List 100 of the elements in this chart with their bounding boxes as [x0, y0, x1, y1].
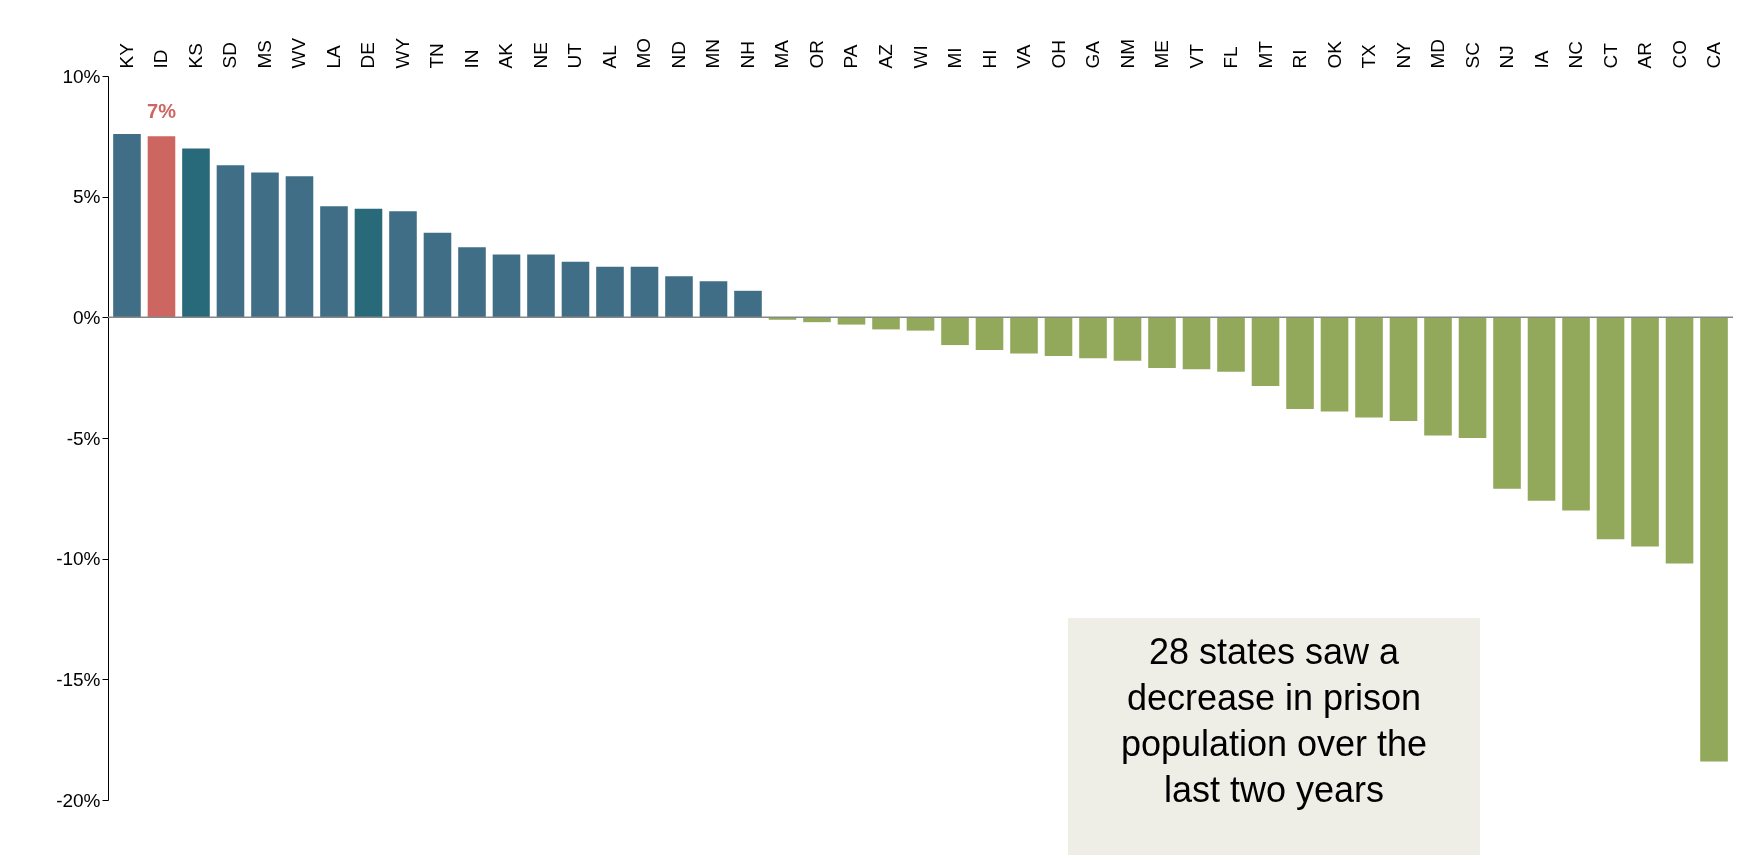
y-tick-label: -10%	[56, 548, 101, 570]
y-tick-label: -5%	[66, 427, 101, 449]
bar	[1010, 317, 1038, 354]
bar	[1113, 317, 1142, 361]
bar	[1044, 317, 1073, 356]
x-tick-label: NJ	[1496, 45, 1518, 69]
x-tick-label: AR	[1634, 42, 1656, 69]
bar	[1493, 317, 1521, 489]
bar	[182, 148, 210, 318]
bar	[1631, 317, 1659, 547]
bar	[1389, 317, 1418, 422]
x-tick-label: NM	[1116, 38, 1138, 69]
x-tick-label: AK	[495, 42, 517, 69]
x-tick-label: SD	[219, 42, 241, 69]
x-tick-label: AZ	[875, 43, 896, 69]
bar	[113, 133, 141, 318]
bar	[596, 266, 624, 318]
x-tick-label: OK	[1323, 40, 1345, 69]
bar	[872, 317, 900, 330]
x-tick-label: MN	[702, 38, 724, 69]
x-tick-label: GA	[1082, 40, 1104, 69]
bar	[699, 281, 728, 318]
x-tick-label: CO	[1668, 40, 1690, 69]
x-tick-label: VA	[1013, 44, 1034, 69]
x-tick-label: KY	[115, 42, 137, 69]
bar	[1148, 317, 1176, 369]
bar	[906, 317, 935, 331]
x-tick-label: IA	[1530, 50, 1552, 69]
bar	[147, 136, 176, 318]
bar	[630, 266, 659, 318]
x-tick-label: IN	[460, 49, 482, 69]
y-tick-label: 5%	[73, 186, 101, 208]
x-tick-label: MO	[633, 37, 655, 69]
x-tick-label: AL	[598, 45, 620, 69]
x-tick-label: OH	[1047, 40, 1069, 69]
bar	[1424, 317, 1452, 436]
bar	[216, 165, 245, 318]
data-label: 7%	[147, 100, 177, 123]
bar	[527, 254, 555, 318]
bar	[734, 290, 762, 318]
x-tick-label: SC	[1461, 42, 1483, 69]
bar	[1458, 317, 1487, 438]
bar	[561, 261, 590, 318]
x-tick-label: RI	[1289, 49, 1311, 69]
x-tick-label: NE	[529, 42, 551, 69]
x-tick-label: WI	[909, 45, 931, 69]
x-tick-label: LA	[322, 44, 344, 69]
bar	[837, 317, 866, 325]
x-tick-label: MI	[944, 47, 965, 69]
x-tick-label: CT	[1599, 42, 1621, 69]
x-tick-label: TN	[426, 43, 448, 69]
x-tick-label: MA	[771, 39, 793, 69]
bar	[1286, 317, 1314, 410]
x-tick-label: ID	[150, 49, 172, 69]
bar	[285, 176, 314, 318]
x-tick-label: DE	[357, 42, 379, 69]
x-tick-label: HI	[978, 49, 1000, 69]
bar	[1079, 317, 1107, 359]
bar	[975, 317, 1004, 350]
y-tick-label: -15%	[56, 668, 101, 690]
bar	[665, 276, 693, 318]
bar	[1665, 317, 1694, 564]
x-tick-label: UT	[564, 42, 586, 69]
x-tick-label: OR	[806, 40, 827, 69]
x-tick-label: TX	[1358, 43, 1380, 69]
y-tick-label: 0%	[73, 306, 101, 328]
x-tick-label: WV	[288, 37, 310, 69]
bar	[423, 232, 452, 318]
x-tick-label: PA	[840, 44, 862, 69]
y-tick-label: -20%	[56, 789, 101, 811]
bar	[1182, 317, 1211, 370]
bar	[941, 317, 969, 346]
bar	[1562, 317, 1590, 511]
bar	[1217, 317, 1245, 372]
bar	[251, 172, 279, 318]
bar	[389, 211, 417, 318]
bar	[1355, 317, 1383, 418]
x-tick-label: MD	[1427, 38, 1449, 69]
bar	[492, 254, 521, 318]
x-tick-label: VT	[1185, 43, 1207, 69]
x-tick-label: MS	[253, 40, 275, 69]
x-tick-label: WY	[391, 37, 413, 69]
bar	[1700, 317, 1728, 762]
x-tick-label: MT	[1254, 40, 1276, 69]
x-tick-label: ME	[1151, 40, 1173, 69]
x-tick-label: FL	[1220, 46, 1242, 69]
bar	[458, 247, 486, 318]
x-tick-label: NH	[736, 41, 758, 69]
x-tick-label: KS	[184, 43, 206, 69]
x-tick-label: CA	[1703, 41, 1725, 69]
annotation: 28 states saw a decrease in prison population over the last two years	[1120, 631, 1428, 810]
x-tick-label: NC	[1565, 41, 1587, 69]
bar	[1320, 317, 1349, 412]
bar	[1251, 317, 1280, 387]
bar	[1596, 317, 1625, 540]
x-tick-label: NY	[1392, 41, 1414, 69]
y-tick-label: 10%	[62, 65, 101, 87]
bar	[354, 208, 383, 318]
bar	[320, 206, 348, 318]
bar	[1527, 317, 1556, 501]
